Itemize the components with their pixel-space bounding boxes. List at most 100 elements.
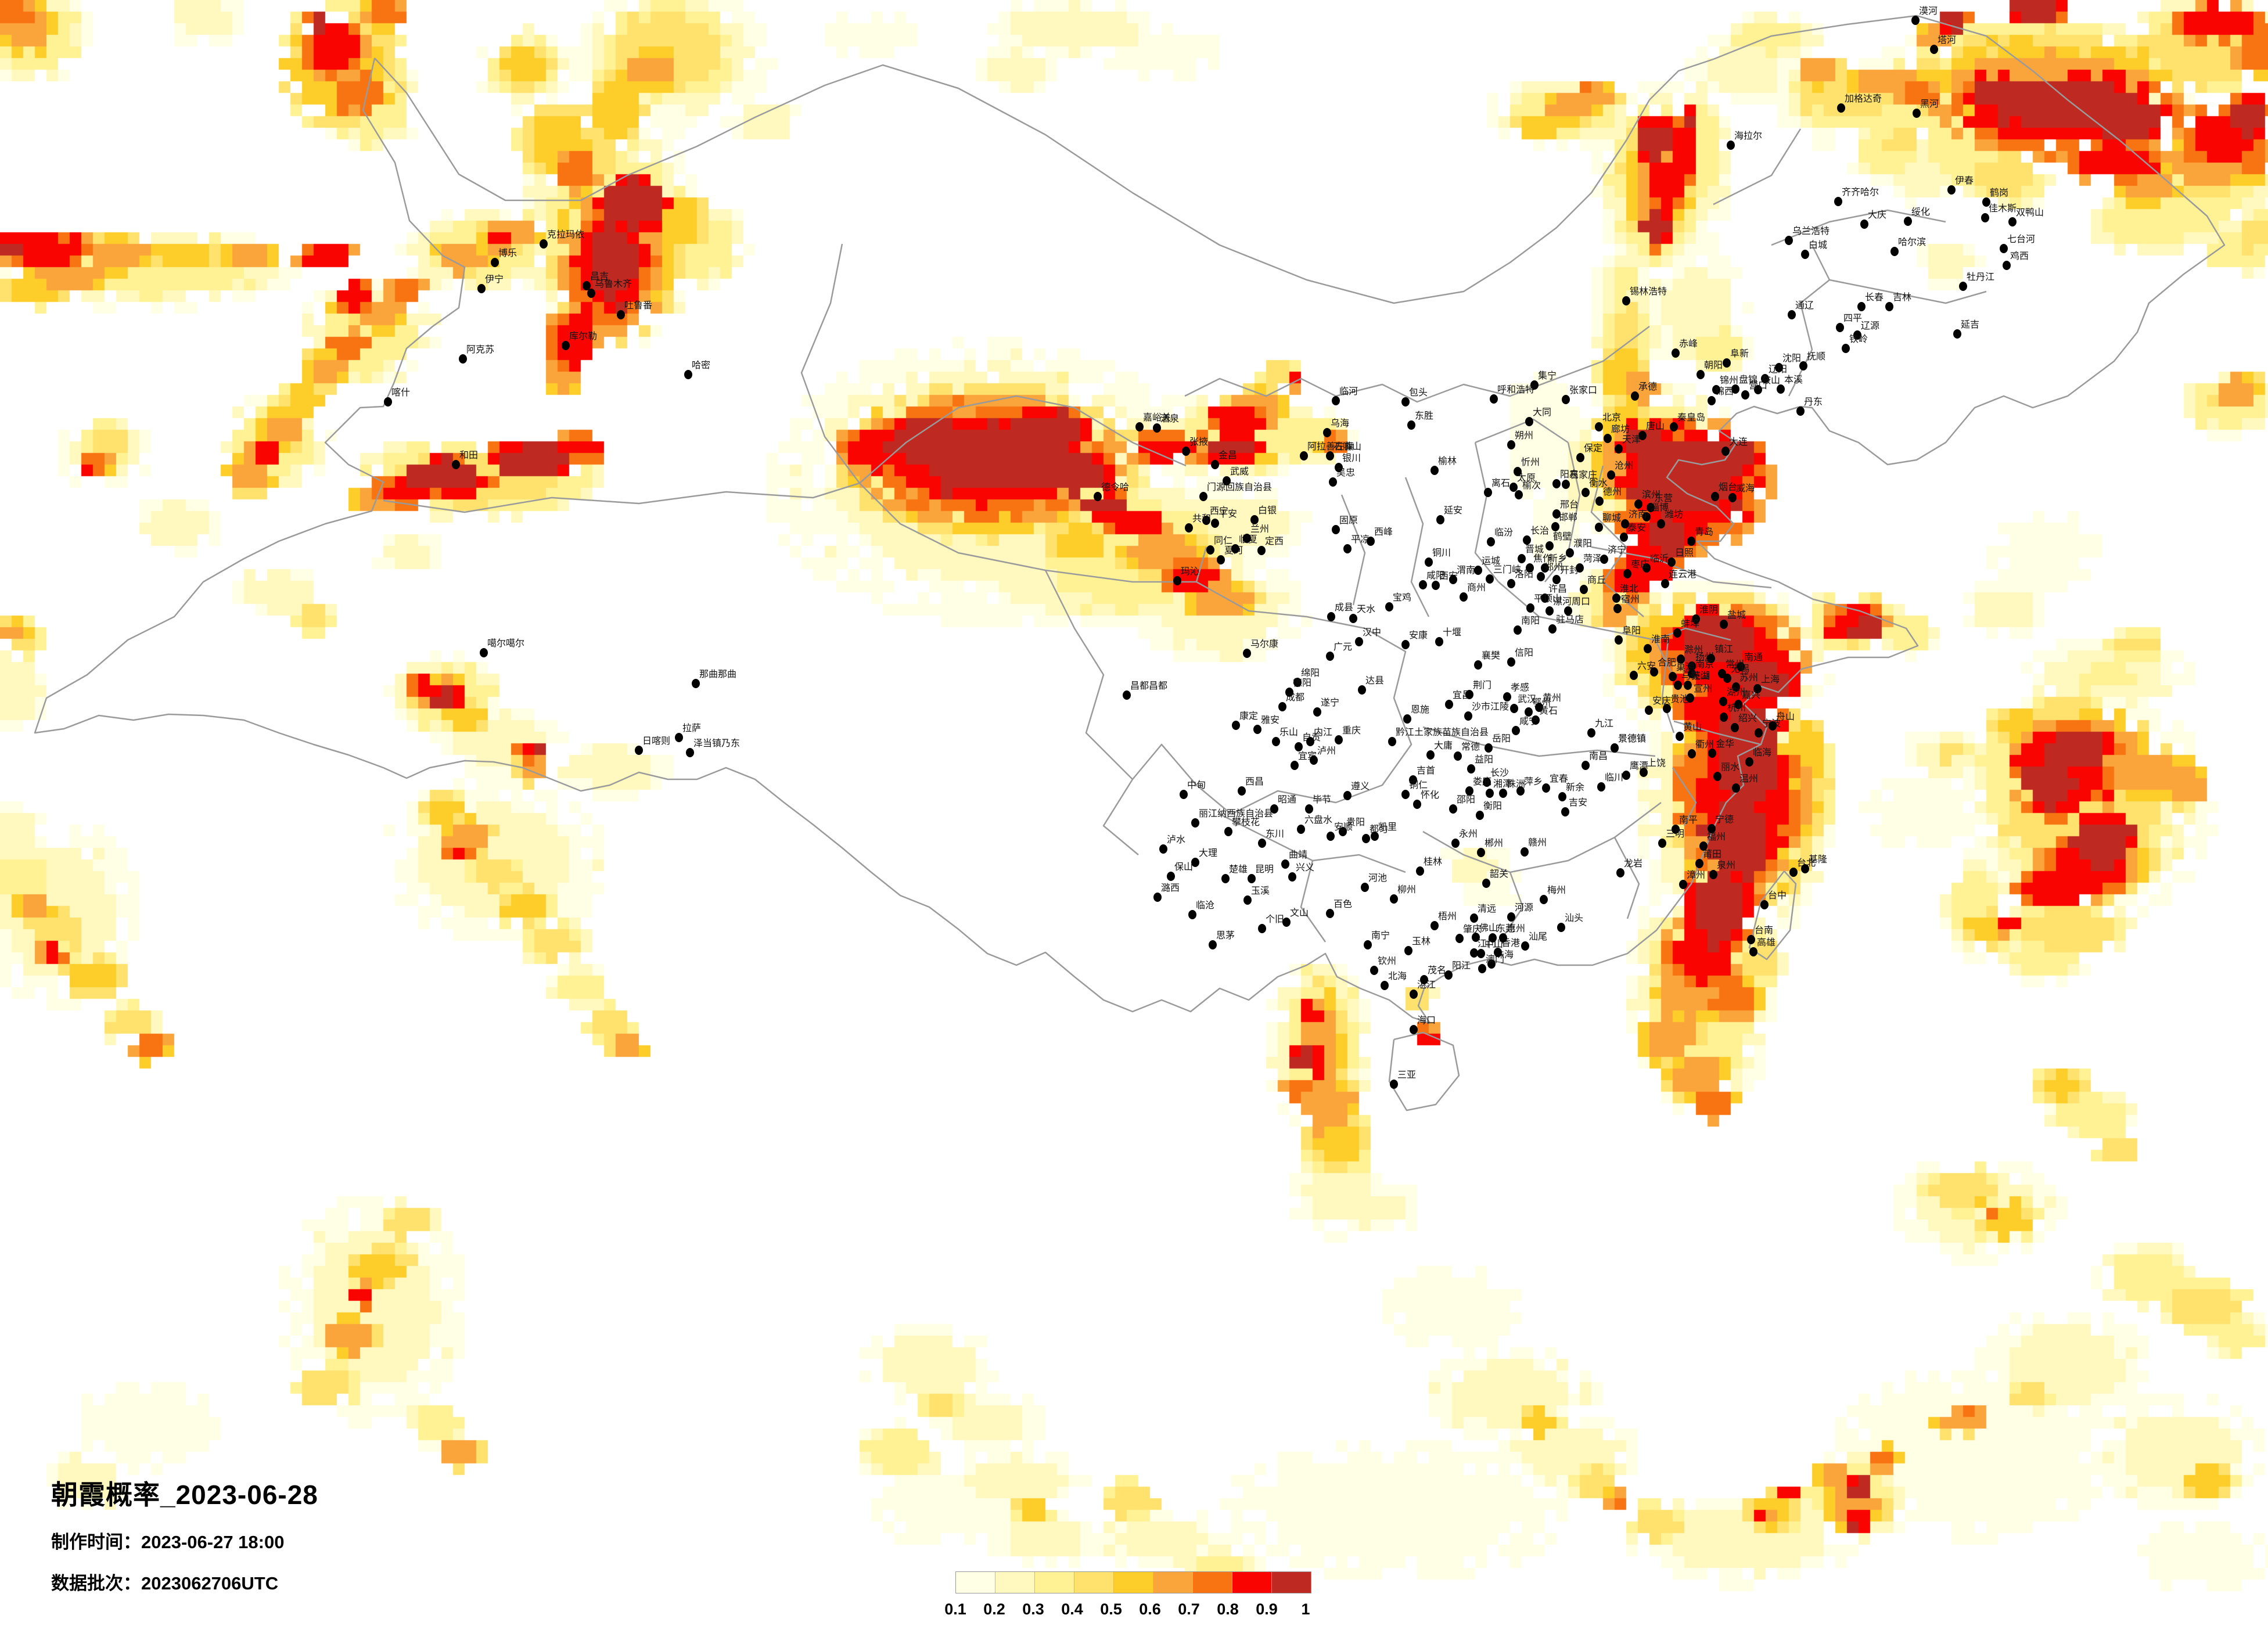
- city-dot: [1731, 723, 1739, 732]
- production-time-label: 制作时间：: [51, 1532, 141, 1552]
- city-dot: [1611, 743, 1619, 753]
- city-dot: [1223, 476, 1231, 485]
- city-dot: [1885, 302, 1893, 311]
- city-label: 丽水: [1721, 762, 1740, 772]
- city-dot: [1355, 637, 1363, 646]
- city-dot: [1860, 220, 1868, 229]
- legend-swatch: [1035, 1572, 1074, 1593]
- city-dot: [1731, 384, 1739, 394]
- city-label: 聊城: [1602, 513, 1622, 523]
- city-dot: [1612, 593, 1620, 603]
- legend-tick: 1: [1301, 1600, 1310, 1618]
- city-dot: [1600, 555, 1608, 564]
- city-dot: [1721, 447, 1730, 456]
- city-dot: [1483, 778, 1491, 787]
- city-dot: [1367, 537, 1375, 546]
- city-dot: [1688, 661, 1696, 671]
- city-label: 太原: [1517, 473, 1536, 483]
- city-label: 海口: [1417, 1016, 1436, 1026]
- legend-tick: 0.5: [1100, 1600, 1122, 1618]
- legend-swatch: [1153, 1572, 1193, 1593]
- city-label: 吉安: [1569, 798, 1588, 808]
- city-dot: [1775, 363, 1783, 372]
- city-label: 盘锦: [1739, 375, 1758, 385]
- city-label: 临沧: [1196, 901, 1215, 911]
- city-label: 昭通: [1278, 795, 1297, 805]
- city-dot: [1754, 385, 1762, 394]
- city-dot: [1403, 714, 1411, 724]
- city-label: 张掖: [1189, 437, 1209, 447]
- city-dot: [1640, 768, 1648, 777]
- city-dot: [1661, 579, 1669, 588]
- city-dot: [1159, 844, 1167, 854]
- city-dot: [1494, 948, 1502, 957]
- city-label: 景德镇: [1618, 734, 1647, 744]
- city-dot: [1857, 302, 1866, 311]
- city-dot: [1982, 197, 1990, 207]
- city-dot: [1713, 772, 1721, 781]
- city-label: 锦西: [1715, 387, 1734, 397]
- city-dot: [1257, 546, 1266, 555]
- city-dot: [1173, 576, 1181, 585]
- city-label: 酒泉: [1160, 414, 1180, 424]
- city-dot: [1381, 981, 1389, 990]
- city-label: 邯郸: [1559, 513, 1578, 523]
- city-label: 安康: [1409, 631, 1428, 641]
- city-label: 石嘴山: [1334, 442, 1362, 452]
- city-dot: [1231, 544, 1239, 553]
- city-label: 大理: [1199, 848, 1218, 858]
- city-label: 百色: [1334, 900, 1353, 909]
- city-dot: [1669, 672, 1677, 681]
- city-label: 苏州: [1739, 673, 1759, 683]
- city-label: 加格达奇: [1845, 94, 1882, 104]
- city-dot: [1834, 197, 1842, 206]
- city-label: 新余: [1566, 783, 1585, 793]
- city-dot: [1339, 827, 1347, 836]
- city-dot: [1250, 515, 1259, 524]
- city-dot: [1514, 625, 1522, 635]
- boundary-line: [1498, 581, 1674, 675]
- city-dot: [1419, 580, 1427, 589]
- city-label: 梅州: [1547, 886, 1566, 895]
- city-label: 七台河: [2007, 235, 2036, 244]
- city-dot: [1465, 786, 1473, 796]
- city-dot: [1552, 509, 1561, 519]
- city-label: 秦皇岛: [1677, 413, 1706, 423]
- city-label: 漳州: [1687, 870, 1706, 880]
- city-label: 和田: [459, 451, 479, 461]
- legend-swatch: [1193, 1572, 1232, 1593]
- city-label: 沧州: [1615, 461, 1634, 471]
- city-label: 衡阳: [1483, 801, 1503, 811]
- city-label: 马尔康: [1250, 639, 1279, 649]
- city-label: 保定: [1584, 444, 1603, 454]
- city-label: 十堰: [1443, 628, 1462, 638]
- legend-swatch: [995, 1572, 1035, 1593]
- city-label: 廊坊: [1611, 425, 1630, 434]
- city-label: 黄石: [1539, 706, 1558, 716]
- city-label: 呼和浩特: [1497, 385, 1535, 395]
- city-label: 茂名: [1428, 966, 1447, 976]
- city-label: 汕尾: [1529, 932, 1548, 942]
- city-label: 嘉峪关: [1143, 413, 1171, 423]
- city-dot: [1667, 557, 1676, 567]
- city-label: 阿拉善左旗: [1307, 442, 1354, 452]
- city-dot: [1370, 966, 1378, 975]
- city-dot: [1622, 771, 1630, 780]
- city-dot: [1526, 563, 1534, 573]
- city-dot: [1243, 895, 1252, 905]
- boundary-line: [1544, 442, 1581, 582]
- city-dot: [1745, 757, 1753, 767]
- city-dot: [1343, 791, 1352, 800]
- city-dot: [1123, 690, 1131, 700]
- city-dot: [1673, 628, 1681, 638]
- city-label: 新乡: [1548, 554, 1568, 564]
- boundary-line: [1132, 581, 1412, 815]
- city-dot: [1548, 624, 1557, 634]
- city-label: 蚌埠: [1681, 619, 1700, 629]
- city-dot: [1258, 924, 1266, 933]
- city-label: 毕节: [1313, 795, 1332, 805]
- boundary-line: [1184, 326, 1650, 403]
- production-time-row: 制作时间：2023-06-27 18:00: [51, 1527, 318, 1553]
- legend-tick: 0.4: [1061, 1600, 1083, 1618]
- city-dot: [1582, 761, 1590, 770]
